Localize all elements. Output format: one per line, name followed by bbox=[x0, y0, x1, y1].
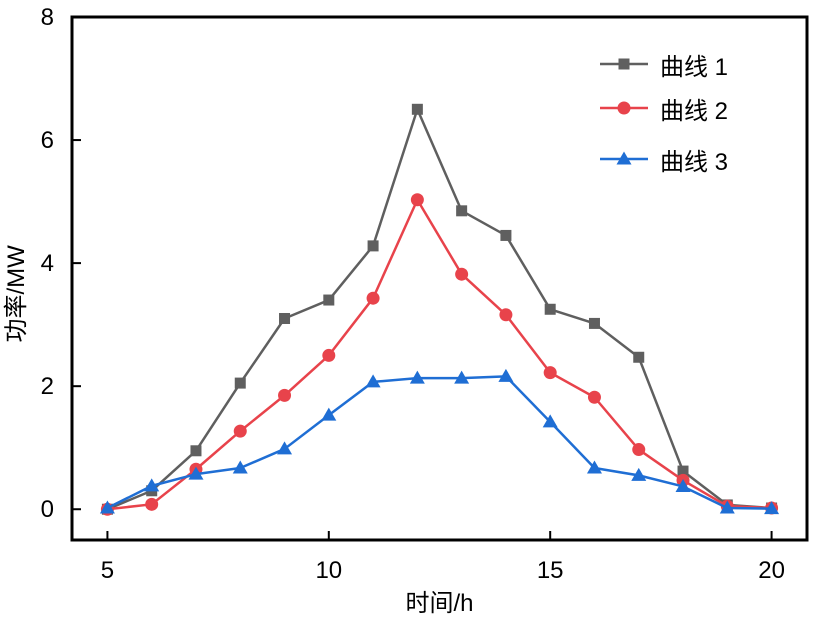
legend-label-2: 曲线 2 bbox=[660, 98, 728, 125]
series-3-point-11 bbox=[586, 460, 602, 474]
axis-ticks: 5 10 15 20 0 2 4 6 8 bbox=[41, 4, 785, 584]
x-axis-label: 时间/h bbox=[405, 590, 473, 617]
series-3-point-5 bbox=[321, 407, 337, 421]
series-1-point-7 bbox=[411, 103, 423, 115]
series-3-point-10 bbox=[542, 414, 558, 428]
series-3-line bbox=[106, 375, 772, 510]
legend-item-3: 曲线 3 bbox=[600, 149, 728, 176]
series-1-point-10 bbox=[544, 303, 556, 315]
series-3-point-14 bbox=[719, 500, 735, 514]
legend-label-3: 曲线 3 bbox=[660, 149, 728, 176]
x-tick-label-3: 20 bbox=[758, 557, 785, 584]
series-1-point-13 bbox=[677, 465, 689, 477]
series-2-point-9 bbox=[499, 308, 513, 322]
series-1-point-6 bbox=[367, 240, 379, 252]
series-2-line bbox=[107, 198, 772, 511]
y-tick-label-1: 2 bbox=[41, 373, 54, 400]
x-tick-label-0: 5 bbox=[101, 557, 114, 584]
legend-item-1: 曲线 1 bbox=[600, 54, 728, 81]
series-3-point-1 bbox=[144, 478, 160, 492]
series-1-point-3 bbox=[234, 377, 246, 389]
y-tick-label-0: 0 bbox=[41, 496, 54, 523]
series-2-point-6 bbox=[366, 291, 380, 305]
series-1-point-11 bbox=[588, 317, 600, 329]
series-3-point-8 bbox=[454, 370, 470, 384]
y-tick-label-2: 4 bbox=[41, 250, 54, 277]
series-2-point-4 bbox=[278, 388, 292, 402]
series-2 bbox=[100, 193, 779, 516]
legend-marker-2 bbox=[617, 101, 631, 115]
y-tick-label-4: 8 bbox=[41, 4, 54, 31]
series-3-point-13 bbox=[675, 478, 691, 492]
series-1-point-5 bbox=[323, 294, 335, 306]
series-2-point-12 bbox=[632, 443, 646, 457]
series-3 bbox=[99, 368, 780, 515]
series-2-point-11 bbox=[587, 390, 601, 404]
legend-marker-1 bbox=[618, 58, 630, 70]
series-1-point-4 bbox=[279, 312, 291, 324]
legend-label-1: 曲线 1 bbox=[660, 54, 728, 81]
series-3-point-15 bbox=[764, 501, 780, 515]
plot-area bbox=[99, 103, 780, 516]
y-axis-label: 功率/MW bbox=[3, 245, 30, 343]
legend-item-2: 曲线 2 bbox=[600, 98, 728, 125]
series-3-point-2 bbox=[188, 466, 204, 480]
series-2-point-7 bbox=[410, 193, 424, 207]
series-2-point-1 bbox=[145, 497, 159, 511]
series-3-point-12 bbox=[631, 467, 647, 481]
series-2-point-5 bbox=[322, 348, 336, 362]
series-1-line bbox=[106, 108, 772, 511]
series-3-point-0 bbox=[99, 500, 115, 514]
y-tick-label-3: 6 bbox=[41, 127, 54, 154]
series-3-point-9 bbox=[498, 368, 514, 382]
series-3-point-4 bbox=[277, 441, 293, 455]
x-tick-label-1: 10 bbox=[315, 557, 342, 584]
series-1-point-12 bbox=[633, 351, 645, 363]
plot-frame bbox=[70, 15, 809, 542]
legend: 曲线 1 曲线 2 曲线 3 bbox=[600, 54, 728, 176]
series-1-point-2 bbox=[190, 445, 202, 457]
series-3-point-6 bbox=[365, 374, 381, 388]
series-3-point-3 bbox=[232, 460, 248, 474]
series-2-point-10 bbox=[543, 366, 557, 380]
series-1-point-9 bbox=[500, 229, 512, 241]
legend-marker-3 bbox=[616, 151, 632, 165]
series-2-point-8 bbox=[455, 267, 469, 281]
series-2-point-3 bbox=[233, 424, 247, 438]
series-3-point-7 bbox=[409, 370, 425, 384]
x-tick-label-2: 15 bbox=[537, 557, 564, 584]
series-1-point-8 bbox=[456, 205, 468, 217]
